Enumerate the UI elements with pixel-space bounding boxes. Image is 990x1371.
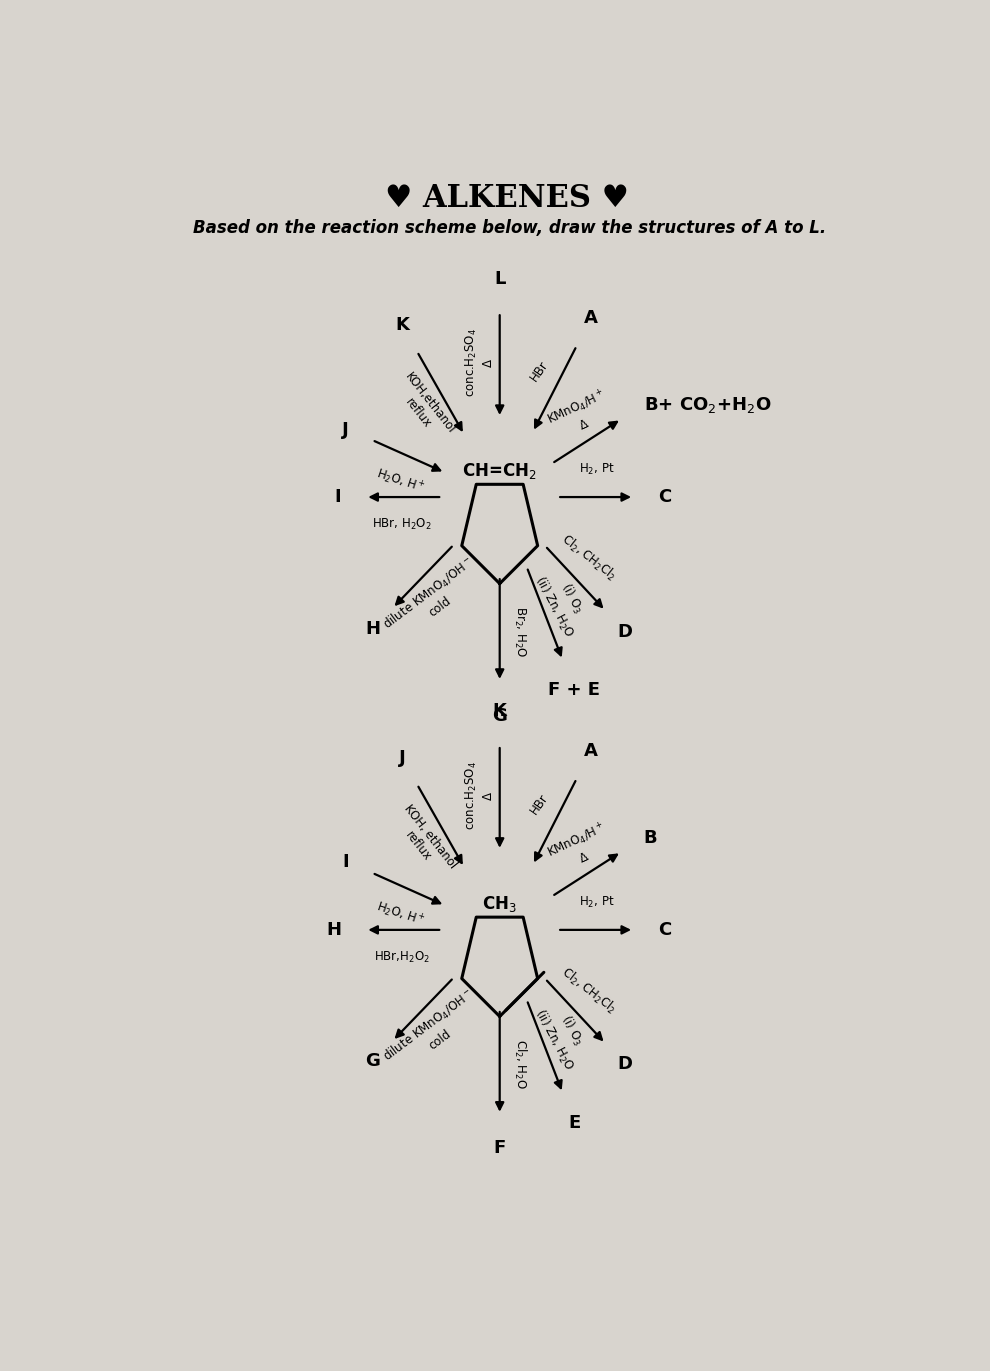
Text: HBr: HBr bbox=[528, 791, 550, 817]
Text: C: C bbox=[658, 488, 672, 506]
Text: B: B bbox=[644, 828, 657, 846]
Text: F: F bbox=[494, 1139, 506, 1157]
Text: F + E: F + E bbox=[548, 681, 600, 699]
Text: KOH,ethanol
reflux: KOH,ethanol reflux bbox=[390, 370, 458, 446]
Text: CH$_3$: CH$_3$ bbox=[482, 894, 517, 914]
Text: dilute KMnO$_4$/OH$^-$
cold: dilute KMnO$_4$/OH$^-$ cold bbox=[381, 554, 487, 646]
Text: K: K bbox=[493, 702, 507, 720]
Text: dilute KMnO$_4$/OH$^-$
cold: dilute KMnO$_4$/OH$^-$ cold bbox=[381, 987, 487, 1078]
Text: B+ CO$_2$+H$_2$O: B+ CO$_2$+H$_2$O bbox=[644, 395, 771, 414]
Text: L: L bbox=[494, 270, 505, 288]
Text: A: A bbox=[584, 742, 598, 760]
Text: E: E bbox=[568, 1113, 580, 1132]
Text: Cl$_2$, CH$_2$Cl$_2$: Cl$_2$, CH$_2$Cl$_2$ bbox=[558, 964, 620, 1017]
Text: D: D bbox=[618, 622, 633, 640]
Text: H: H bbox=[326, 921, 341, 939]
Text: I: I bbox=[342, 853, 348, 872]
Text: G: G bbox=[492, 706, 507, 725]
Text: CH=CH$_2$: CH=CH$_2$ bbox=[462, 461, 537, 481]
Text: KMnO$_4$/H$^+$
$\Delta$: KMnO$_4$/H$^+$ $\Delta$ bbox=[544, 387, 615, 444]
Text: A: A bbox=[584, 308, 598, 328]
Text: H$_2$O, H$^+$: H$_2$O, H$^+$ bbox=[374, 898, 428, 931]
Text: ♥ ALKENES ♥: ♥ ALKENES ♥ bbox=[385, 182, 630, 214]
Text: (i) O$_3$
(ii) Zn, H$_2$O: (i) O$_3$ (ii) Zn, H$_2$O bbox=[532, 997, 595, 1073]
Text: HBr, H$_2$O$_2$: HBr, H$_2$O$_2$ bbox=[372, 517, 432, 532]
Text: H$_2$, Pt: H$_2$, Pt bbox=[579, 895, 615, 910]
Text: C: C bbox=[658, 921, 672, 939]
Text: H: H bbox=[365, 620, 380, 638]
Text: Br$_2$, H$_2$O: Br$_2$, H$_2$O bbox=[512, 606, 528, 657]
Text: Based on the reaction scheme below, draw the structures of A to L.: Based on the reaction scheme below, draw… bbox=[193, 219, 826, 237]
Text: Cl$_2$, H$_2$O: Cl$_2$, H$_2$O bbox=[512, 1039, 528, 1089]
Text: H$_2$, Pt: H$_2$, Pt bbox=[579, 462, 615, 477]
Text: H$_2$O, H$^+$: H$_2$O, H$^+$ bbox=[374, 466, 428, 498]
Text: I: I bbox=[335, 488, 341, 506]
Text: KOH, ethanol
reflux: KOH, ethanol reflux bbox=[389, 802, 459, 880]
Text: conc.H$_2$SO$_4$
$\Delta$: conc.H$_2$SO$_4$ $\Delta$ bbox=[464, 329, 495, 398]
Text: K: K bbox=[395, 315, 409, 335]
Text: Cl$_2$, CH$_2$Cl$_2$: Cl$_2$, CH$_2$Cl$_2$ bbox=[558, 532, 620, 584]
Text: J: J bbox=[399, 749, 405, 766]
Text: HBr,H$_2$O$_2$: HBr,H$_2$O$_2$ bbox=[374, 950, 431, 965]
Text: D: D bbox=[618, 1056, 633, 1073]
Text: (i) O$_3$
(ii) Zn, H$_2$O: (i) O$_3$ (ii) Zn, H$_2$O bbox=[532, 565, 595, 640]
Text: G: G bbox=[365, 1053, 380, 1071]
Text: J: J bbox=[342, 421, 348, 439]
Text: conc.H$_2$SO$_4$
$\Delta$: conc.H$_2$SO$_4$ $\Delta$ bbox=[464, 761, 495, 831]
Text: HBr: HBr bbox=[528, 359, 550, 384]
Text: KMnO$_4$/H$^+$
$\Delta$: KMnO$_4$/H$^+$ $\Delta$ bbox=[544, 820, 615, 876]
